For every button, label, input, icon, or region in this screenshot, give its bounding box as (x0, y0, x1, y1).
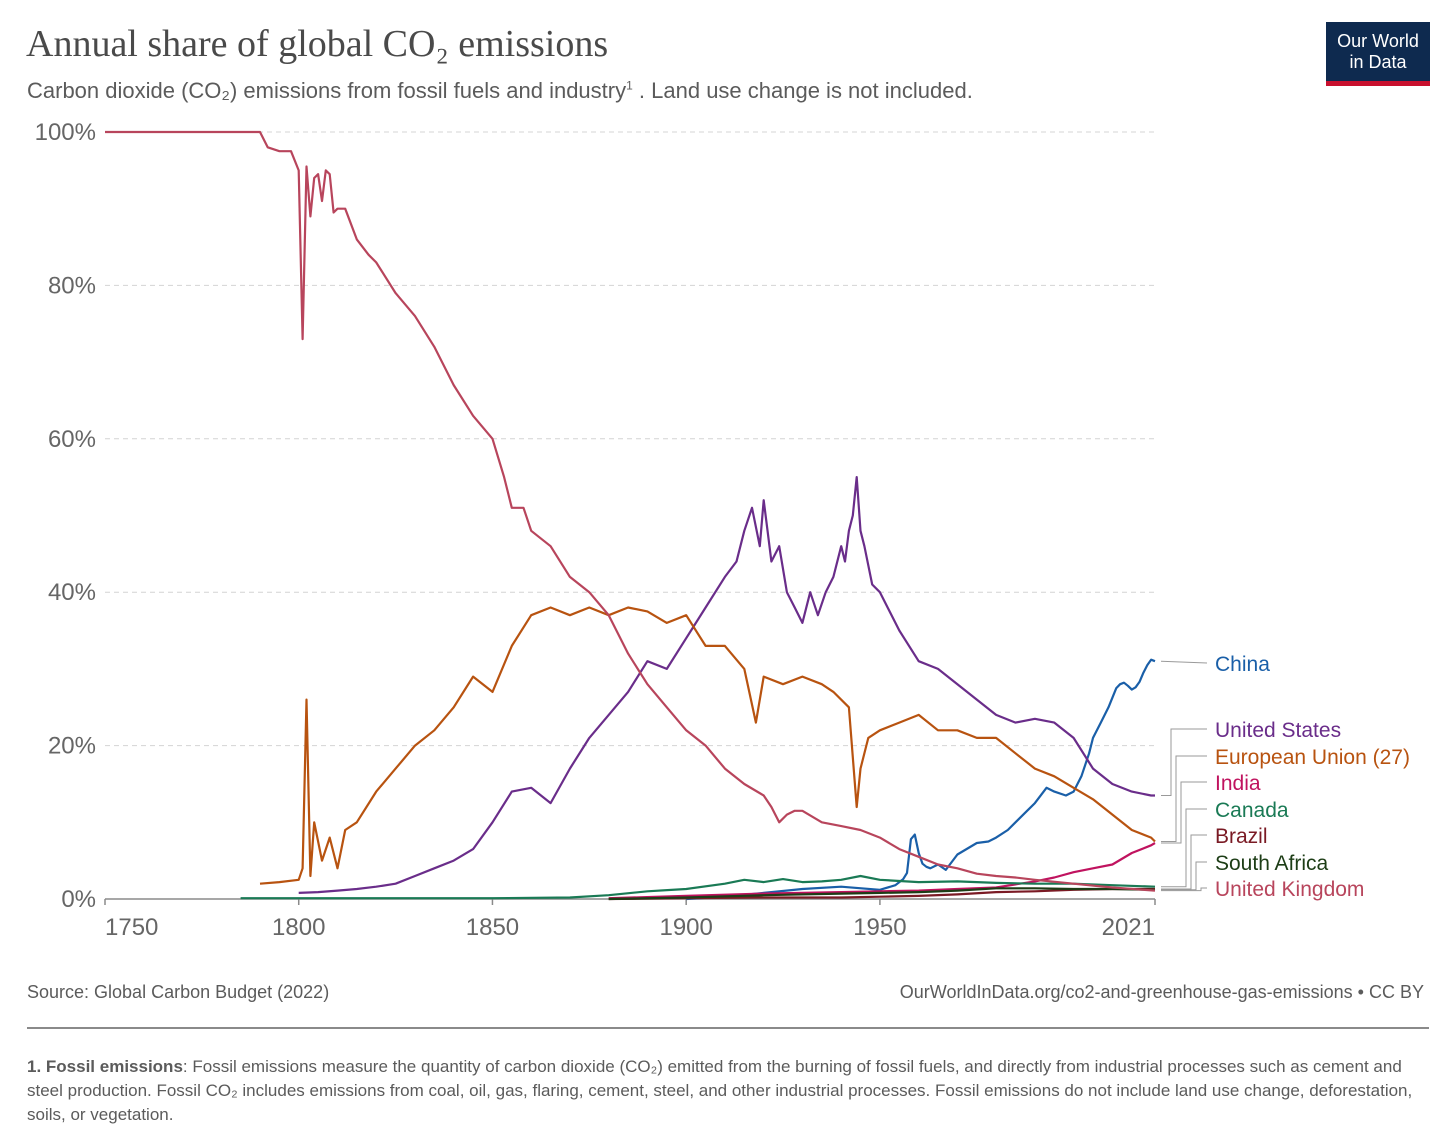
chart-subtitle: Carbon dioxide (CO₂) emissions from foss… (27, 78, 973, 104)
footnote: 1. Fossil emissions: Fossil emissions me… (27, 1055, 1427, 1127)
label-connector (1161, 728, 1207, 796)
chart-title: Annual share of global CO₂ emissions (26, 23, 609, 65)
x-tick-label: 2021 (1102, 914, 1155, 941)
series-line-united-kingdom[interactable] (105, 130, 1156, 892)
series-label[interactable]: China (1215, 653, 1270, 676)
label-connector (1160, 660, 1208, 664)
series-line-south-africa[interactable] (608, 887, 1156, 901)
gridlines (105, 131, 1155, 747)
series-label[interactable]: United States (1215, 719, 1341, 742)
series-label[interactable]: Canada (1215, 799, 1289, 822)
label-connector (1161, 861, 1207, 891)
logo-line-2: in Data (1349, 52, 1407, 72)
series-labels: China United States European Union (27) Ind… (1160, 653, 1410, 901)
series-line-china[interactable] (686, 658, 1156, 901)
series-label[interactable]: European Union (27) (1215, 746, 1410, 769)
line-chart: 0% 20% 40% 60% 80% 100% 1750 1800 1850 1900 1950 20… (35, 119, 1410, 941)
label-connector (1161, 781, 1207, 844)
y-tick-label: 0% (61, 886, 96, 913)
x-tick-label: 1950 (853, 914, 906, 941)
x-tick-label: 1750 (105, 914, 158, 941)
x-tick-label: 1850 (466, 914, 519, 941)
y-tick-label: 80% (48, 272, 96, 299)
series-label[interactable]: Brazil (1215, 825, 1268, 848)
series-line-canada[interactable] (240, 874, 1156, 900)
series-label[interactable]: South Africa (1215, 852, 1329, 875)
series-lines (105, 130, 1156, 901)
series-line-united-states[interactable] (298, 476, 1155, 894)
footer-divider (27, 1027, 1429, 1029)
y-tick-label: 60% (48, 426, 96, 453)
label-connector (1161, 834, 1207, 890)
y-tick-label: 40% (48, 579, 96, 606)
series-label[interactable]: United Kingdom (1215, 878, 1364, 901)
logo-line-1: Our World (1337, 31, 1419, 51)
footnote-term: 1. Fossil emissions (27, 1057, 183, 1076)
label-connector (1161, 755, 1207, 842)
series-line-european-union-27[interactable] (259, 606, 1156, 885)
x-tick-label: 1900 (659, 914, 712, 941)
subtitle-tail: . Land use change is not included. (632, 78, 973, 103)
x-tick-label: 1800 (272, 914, 325, 941)
y-tick-label: 20% (48, 733, 96, 760)
series-label[interactable]: India (1215, 772, 1261, 795)
footnote-ref[interactable]: 1 (626, 78, 633, 93)
subtitle-text: Carbon dioxide (CO₂) emissions from foss… (27, 78, 627, 103)
y-tick-label: 100% (35, 119, 96, 146)
owid-logo[interactable]: Our World in Data (1326, 22, 1430, 86)
source-note: Source: Global Carbon Budget (2022) (27, 982, 330, 1002)
label-connector (1161, 887, 1207, 892)
credit-link[interactable]: OurWorldInData.org/co2-and-greenhouse-ga… (899, 982, 1424, 1002)
label-connector (1161, 808, 1207, 888)
axes: 0% 20% 40% 60% 80% 100% 1750 1800 1850 1900 1950 20… (35, 119, 1156, 941)
footnote-text: : Fossil emissions measure the quantity … (27, 1057, 1413, 1124)
